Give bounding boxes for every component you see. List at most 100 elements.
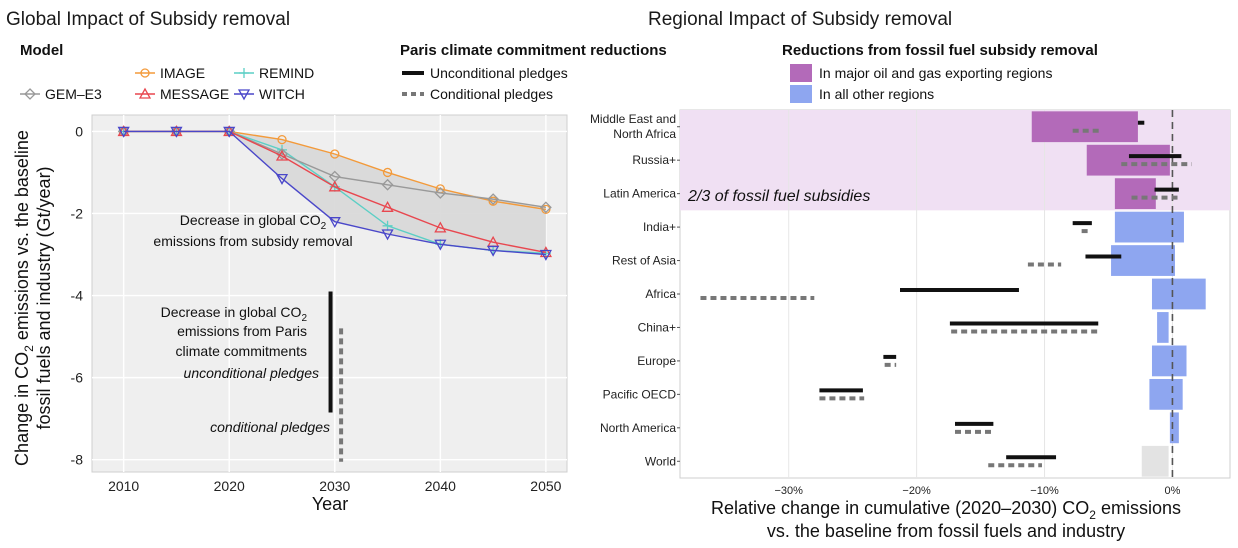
- series-line-witch: [123, 130, 546, 256]
- region-bar-china: [1157, 312, 1169, 343]
- right-x-axis-title-line2: vs. the baseline from fossil fuels and i…: [767, 521, 1125, 541]
- region-bar-pacific-oecd: [1149, 378, 1183, 410]
- right-axis-ticks: −30% −20% −10% 0%: [774, 485, 1180, 497]
- region-pledge-ranges: [700, 120, 1192, 468]
- band-label-line2: emissions from subsidy removal: [153, 233, 352, 249]
- legend-marker-witch: [237, 89, 251, 101]
- left-chart-title: Global Impact of Subsidy removal: [6, 9, 290, 30]
- x-tick-label: 2040: [425, 478, 456, 494]
- left-y-axis-title: Change in CO2 emissions vs. the baseline…: [12, 130, 54, 466]
- y-tick-label: -6: [71, 370, 84, 386]
- y-tick-label: -8: [71, 452, 84, 468]
- model-legend-title: Model: [20, 42, 63, 59]
- data-point-witch: [117, 126, 130, 138]
- legend-marker-message: [138, 87, 152, 99]
- data-point-witch: [275, 173, 289, 185]
- right-chart-title: Regional Impact of Subsidy removal: [648, 9, 952, 30]
- data-point-witch: [223, 126, 236, 138]
- data-point-gem-e3: [381, 178, 394, 191]
- data-point-message: [434, 221, 447, 233]
- data-point-witch: [434, 239, 447, 251]
- legend-label-image: IMAGE: [160, 65, 205, 81]
- category-label-pacific-oecd: Pacific OECD: [603, 387, 677, 401]
- left-y-axis-title-line2: fossil fuels and industry (Gt/year): [34, 166, 54, 429]
- band-label-line1: Decrease in global CO2: [180, 212, 327, 232]
- region-bar-russia: [1086, 144, 1170, 176]
- region-bar-middle-east-and-north-africa: [1031, 111, 1138, 143]
- data-point-witch: [487, 245, 500, 257]
- pledge-range-bars: [328, 291, 344, 462]
- data-point-message: [275, 149, 289, 161]
- category-label-middle-east-and-north-africa: North Africa: [613, 127, 676, 141]
- conditional-legend-label: Conditional pledges: [430, 86, 553, 102]
- region-bar-rest-of-asia: [1111, 245, 1175, 276]
- category-label-latin-america: Latin America: [603, 187, 676, 201]
- conditional-pledges-label: conditional pledges: [210, 419, 330, 435]
- region-legend-label-0: In major oil and gas exporting regions: [819, 65, 1052, 81]
- y-tick-label: -2: [71, 205, 84, 221]
- category-label-world: World: [645, 454, 676, 468]
- data-point-witch: [539, 249, 552, 261]
- data-point-witch: [170, 126, 183, 138]
- y-tick-label: 0: [75, 123, 83, 139]
- data-point-gem-e3: [539, 201, 552, 214]
- data-point-image: [488, 196, 498, 206]
- data-point-image: [382, 167, 393, 178]
- subsidy-removal-band: [229, 131, 546, 255]
- legend-marker-image: [140, 68, 150, 78]
- region-legend-title: Reductions from fossil fuel subsidy remo…: [782, 42, 1098, 59]
- category-label-russia: Russia+: [632, 153, 676, 167]
- x-tick-label: 2030: [319, 478, 350, 494]
- x-tick-label: 2010: [108, 478, 139, 494]
- model-series-lines: [117, 125, 552, 261]
- data-point-remind: [382, 220, 393, 231]
- category-label-middle-east-and-north-africa: Middle East and: [590, 112, 676, 126]
- region-bar-africa: [1151, 278, 1206, 310]
- legend-label-remind: REMIND: [259, 65, 314, 81]
- unconditional-legend-label: Unconditional pledges: [430, 65, 568, 81]
- data-point-message: [328, 180, 341, 192]
- region-bar-europe: [1151, 345, 1187, 377]
- data-point-image: [277, 134, 287, 145]
- x-tick-label: 2050: [530, 478, 561, 494]
- pledge-legend-title: Paris climate commitment reductions: [400, 42, 667, 59]
- data-point-gem-e3: [434, 187, 447, 199]
- category-label-europe: Europe: [637, 354, 676, 368]
- category-label-rest-of-asia: Rest of Asia: [612, 254, 676, 268]
- unconditional-pledges-label: unconditional pledges: [184, 365, 319, 381]
- pledge-label-line1: Decrease in global CO2: [161, 304, 308, 324]
- x-tick-label: 2020: [214, 478, 245, 494]
- legend-marker-remind: [239, 68, 249, 78]
- legend-label-gem-e3: GEM–E3: [45, 86, 102, 102]
- data-point-message: [381, 200, 394, 212]
- x-tick-label: −30%: [774, 485, 803, 497]
- legend-label-witch: WITCH: [259, 86, 305, 102]
- x-tick-label: −10%: [1030, 485, 1059, 497]
- category-label-africa: Africa: [645, 287, 676, 301]
- x-tick-label: 0%: [1164, 485, 1180, 497]
- data-point-witch: [381, 229, 394, 241]
- region-bar-india: [1114, 211, 1184, 243]
- y-tick-label: -4: [71, 288, 84, 304]
- category-label-north-america: North America: [600, 421, 676, 435]
- category-label-china: China+: [638, 320, 676, 334]
- left-y-axis-title-line1: Change in CO2 emissions vs. the baseline: [12, 130, 36, 466]
- data-point-gem-e3: [276, 148, 288, 160]
- data-point-image: [330, 149, 340, 159]
- left-x-axis-title: Year: [312, 494, 348, 514]
- pledge-label-line2: emissions from Paris: [177, 323, 307, 339]
- data-point-message: [539, 246, 552, 258]
- data-point-witch: [328, 217, 341, 229]
- data-point-gem-e3: [487, 193, 500, 206]
- legend-marker-gem-e3: [24, 88, 36, 100]
- region-legend-swatch-0: [790, 64, 812, 82]
- region-bar-latin-america: [1114, 178, 1156, 210]
- model-legend: IMAGE REMIND GEM–E3 MESSAGE WITCH: [20, 65, 314, 102]
- region-legend-swatch-1: [790, 85, 812, 103]
- region-bars: [1031, 111, 1206, 477]
- region-legend-label-1: In all other regions: [819, 86, 934, 102]
- legend-label-message: MESSAGE: [160, 86, 229, 102]
- region-bar-world: [1141, 445, 1169, 477]
